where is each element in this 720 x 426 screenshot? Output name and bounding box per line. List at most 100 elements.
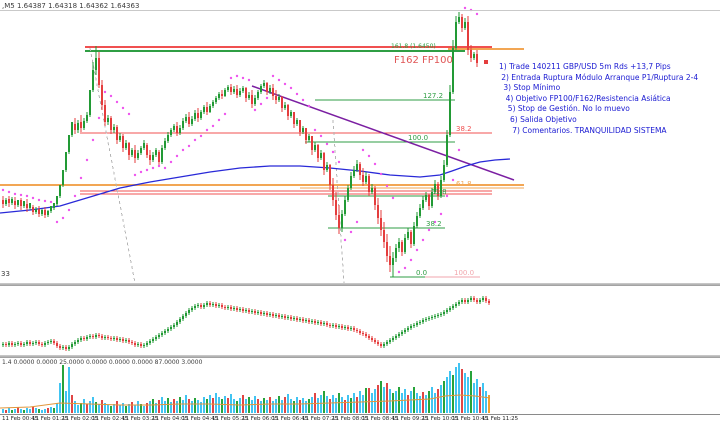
volume-bar: [386, 383, 388, 413]
mid-candle: [32, 343, 34, 344]
volume-bar: [212, 398, 214, 413]
mid-candle: [299, 319, 301, 320]
candle: [314, 145, 316, 150]
volume-bar: [155, 403, 157, 413]
sar-dot: [37, 198, 41, 202]
mid-candle: [329, 325, 331, 326]
volume-bar: [167, 398, 169, 413]
candle: [50, 206, 52, 211]
candle: [386, 242, 388, 256]
candle: [266, 83, 268, 92]
sar-dot: [181, 148, 185, 152]
candle: [344, 200, 346, 214]
sar-dot: [13, 192, 17, 196]
price-level-label: 100.0: [454, 269, 475, 277]
candle: [113, 127, 115, 130]
mid-candle: [14, 344, 16, 345]
candle: [407, 232, 409, 238]
sar-dot: [277, 78, 281, 82]
volume-bar: [230, 394, 232, 413]
mid-candle: [134, 343, 136, 345]
mid-candle: [107, 337, 109, 338]
time-label: 11 Feb 11:25: [482, 416, 519, 422]
mid-candle: [164, 331, 166, 333]
mid-candle: [296, 318, 298, 320]
mid-candle: [161, 333, 163, 335]
mid-candle: [314, 321, 316, 323]
mid-candle: [206, 303, 208, 305]
candle: [425, 195, 427, 200]
candle: [350, 176, 352, 188]
candle: [392, 258, 394, 265]
mid-candle: [254, 311, 256, 313]
volume-bar: [47, 408, 49, 413]
candle: [179, 128, 181, 133]
volume-bar: [245, 399, 247, 413]
mid-candle: [59, 346, 61, 348]
volume-bar: [41, 410, 43, 413]
mid-candle: [86, 337, 88, 339]
candle: [335, 200, 337, 215]
candle: [230, 87, 232, 92]
candle: [281, 97, 283, 108]
sar-dot: [145, 168, 149, 172]
volume-bar: [308, 399, 310, 413]
sar-dot: [1, 188, 5, 192]
volume-bar: [326, 396, 328, 413]
volume-bar: [179, 397, 181, 413]
mid-candle: [446, 310, 448, 312]
candle: [182, 121, 184, 128]
mid-candle: [209, 303, 211, 305]
candle: [116, 127, 118, 140]
sar-dot: [97, 116, 101, 120]
dashed-line[interactable]: [332, 119, 345, 284]
dashed-line[interactable]: [89, 47, 136, 284]
mid-candle: [290, 317, 292, 319]
candle: [242, 88, 244, 91]
mid-candle: [50, 341, 52, 342]
volume-bar: [320, 395, 322, 413]
panel-separator-main-overview[interactable]: [0, 283, 720, 286]
mid-candle: [233, 308, 235, 309]
volume-bar: [305, 401, 307, 413]
volume-bar: [395, 391, 397, 413]
candle: [197, 113, 199, 118]
price-level-lines[interactable]: [0, 46, 524, 278]
mid-candle: [341, 326, 343, 328]
volume-bar: [365, 388, 367, 413]
dashed-trade-lines[interactable]: [89, 47, 345, 284]
volume-bar: [443, 381, 445, 413]
price-level-label: 38.2: [456, 125, 472, 133]
volume-bar: [260, 401, 262, 413]
volume-bar: [236, 401, 238, 413]
mid-candle: [131, 342, 133, 343]
sar-dot: [421, 238, 425, 242]
mid-candle: [83, 338, 85, 339]
candle: [284, 105, 286, 108]
sar-dot: [31, 196, 35, 200]
sar-dot: [367, 154, 371, 158]
volume-bar: [2, 409, 4, 413]
sar-dot: [439, 212, 443, 216]
price-level-label: 33: [1, 270, 10, 278]
panel-separator-overview-volume[interactable]: [0, 355, 720, 358]
sar-dot: [301, 98, 305, 102]
candle: [35, 209, 37, 212]
mid-candle: [140, 344, 142, 346]
mid-candle: [332, 325, 334, 326]
candle: [44, 210, 46, 215]
volume-bar: [104, 403, 106, 413]
volume-bar: [470, 371, 472, 413]
volume-bar: [452, 375, 454, 413]
candle: [149, 155, 151, 160]
mid-candle: [266, 313, 268, 315]
mid-candle: [356, 330, 358, 331]
time-label: 11 Feb 04:05: [152, 416, 189, 422]
volume-bar: [356, 397, 358, 413]
mid-candle: [155, 337, 157, 339]
mid-candle: [443, 312, 445, 314]
volume-bar: [347, 395, 349, 413]
candle: [167, 135, 169, 141]
volume-bar: [449, 371, 451, 413]
